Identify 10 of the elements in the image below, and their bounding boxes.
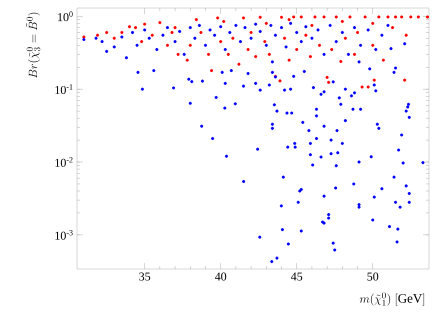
x-tick-label: 40 [214,272,226,281]
y-axis-title: $Br(\tilde{\chi}^0_3=\tilde{B}^0)$ [26,12,40,78]
y-tick-label: 10$^{0}$ [58,11,73,22]
x-tick-label: 45 [290,272,302,280]
y-tick-label: 10$^{-3}$ [55,230,73,240]
y-tick-label: 10$^{-1}$ [55,84,72,94]
x-tick-label: 50 [367,272,378,281]
x-tick-label: 35 [139,272,150,281]
y-tick-label: 10$^{-2}$ [55,157,73,167]
x-axis-title: $m(\tilde{\chi}^0_1)\ [\mathrm{GeV}]$ [360,292,424,306]
